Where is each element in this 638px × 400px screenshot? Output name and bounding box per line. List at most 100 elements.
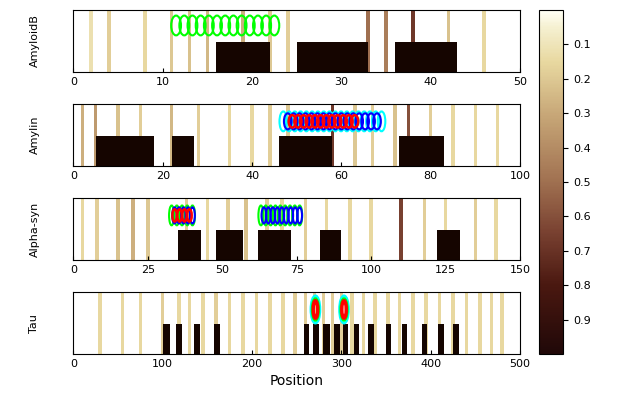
Bar [94, 104, 98, 166]
Bar [280, 198, 283, 260]
Bar [453, 324, 459, 354]
Bar [447, 10, 450, 72]
Bar [116, 198, 120, 260]
Bar [176, 324, 182, 354]
Bar [330, 104, 334, 166]
Bar [304, 324, 309, 354]
Bar [255, 292, 258, 354]
Bar [107, 10, 111, 72]
Bar [146, 198, 149, 260]
Bar [354, 324, 359, 354]
Bar [131, 198, 135, 260]
Bar [201, 292, 205, 354]
Bar [96, 198, 99, 260]
Bar [482, 10, 486, 72]
Bar [362, 292, 366, 354]
Bar [386, 292, 390, 354]
Bar [188, 10, 191, 72]
Bar [205, 10, 209, 72]
Bar [98, 292, 102, 354]
Bar [478, 292, 482, 354]
Bar [188, 292, 191, 354]
Bar [320, 230, 341, 260]
Bar [172, 136, 194, 166]
Bar [268, 10, 272, 72]
Bar [373, 292, 377, 354]
Bar [444, 198, 447, 260]
Bar [334, 324, 339, 354]
Bar [286, 10, 290, 72]
Bar [325, 198, 328, 260]
Bar [286, 104, 290, 166]
Bar [343, 324, 348, 354]
Bar [214, 292, 218, 354]
Bar [268, 104, 272, 166]
Bar [494, 198, 498, 260]
Y-axis label: Amylin: Amylin [29, 116, 40, 154]
Bar [406, 104, 410, 166]
Bar [322, 292, 325, 354]
Bar [216, 230, 243, 260]
Bar [489, 292, 493, 354]
Bar [258, 230, 291, 260]
Bar [80, 104, 84, 166]
Bar [339, 292, 343, 354]
Bar [473, 198, 477, 260]
Bar [371, 104, 375, 166]
Bar [423, 198, 426, 260]
Bar [177, 292, 181, 354]
Bar [194, 324, 200, 354]
Bar [464, 292, 468, 354]
Bar [348, 198, 352, 260]
Bar [411, 292, 415, 354]
Bar [313, 292, 316, 354]
Bar [279, 136, 332, 166]
Bar [368, 324, 375, 354]
Bar [366, 10, 370, 72]
Bar [116, 104, 120, 166]
Bar [330, 292, 334, 354]
Bar [353, 104, 357, 166]
Bar [216, 42, 270, 72]
Bar [436, 230, 461, 260]
Bar [121, 292, 124, 354]
Bar [241, 10, 245, 72]
Bar [350, 292, 354, 354]
Bar [143, 10, 147, 72]
Bar [228, 104, 232, 166]
Bar [438, 324, 444, 354]
Bar [161, 292, 165, 354]
Bar [399, 136, 444, 166]
Bar [424, 292, 428, 354]
Bar [500, 292, 504, 354]
Bar [185, 198, 188, 260]
Bar [197, 104, 200, 166]
Bar [80, 198, 84, 260]
Bar [281, 292, 285, 354]
Bar [473, 104, 477, 166]
Bar [386, 324, 391, 354]
Bar [304, 198, 308, 260]
Bar [89, 10, 93, 72]
Bar [429, 104, 433, 166]
Bar [323, 324, 330, 354]
Bar [402, 324, 408, 354]
Bar [411, 10, 415, 72]
Bar [451, 104, 455, 166]
Y-axis label: AmyloidB: AmyloidB [29, 14, 40, 67]
Y-axis label: Tau: Tau [29, 314, 40, 332]
Bar [226, 198, 230, 260]
Bar [395, 42, 457, 72]
Bar [496, 104, 500, 166]
Bar [393, 104, 397, 166]
X-axis label: Position: Position [270, 374, 323, 388]
Bar [170, 10, 174, 72]
Bar [438, 292, 441, 354]
Bar [96, 136, 154, 166]
Bar [268, 292, 272, 354]
Bar [451, 292, 455, 354]
Bar [369, 198, 373, 260]
Bar [214, 324, 220, 354]
Bar [397, 292, 401, 354]
Bar [177, 230, 202, 260]
